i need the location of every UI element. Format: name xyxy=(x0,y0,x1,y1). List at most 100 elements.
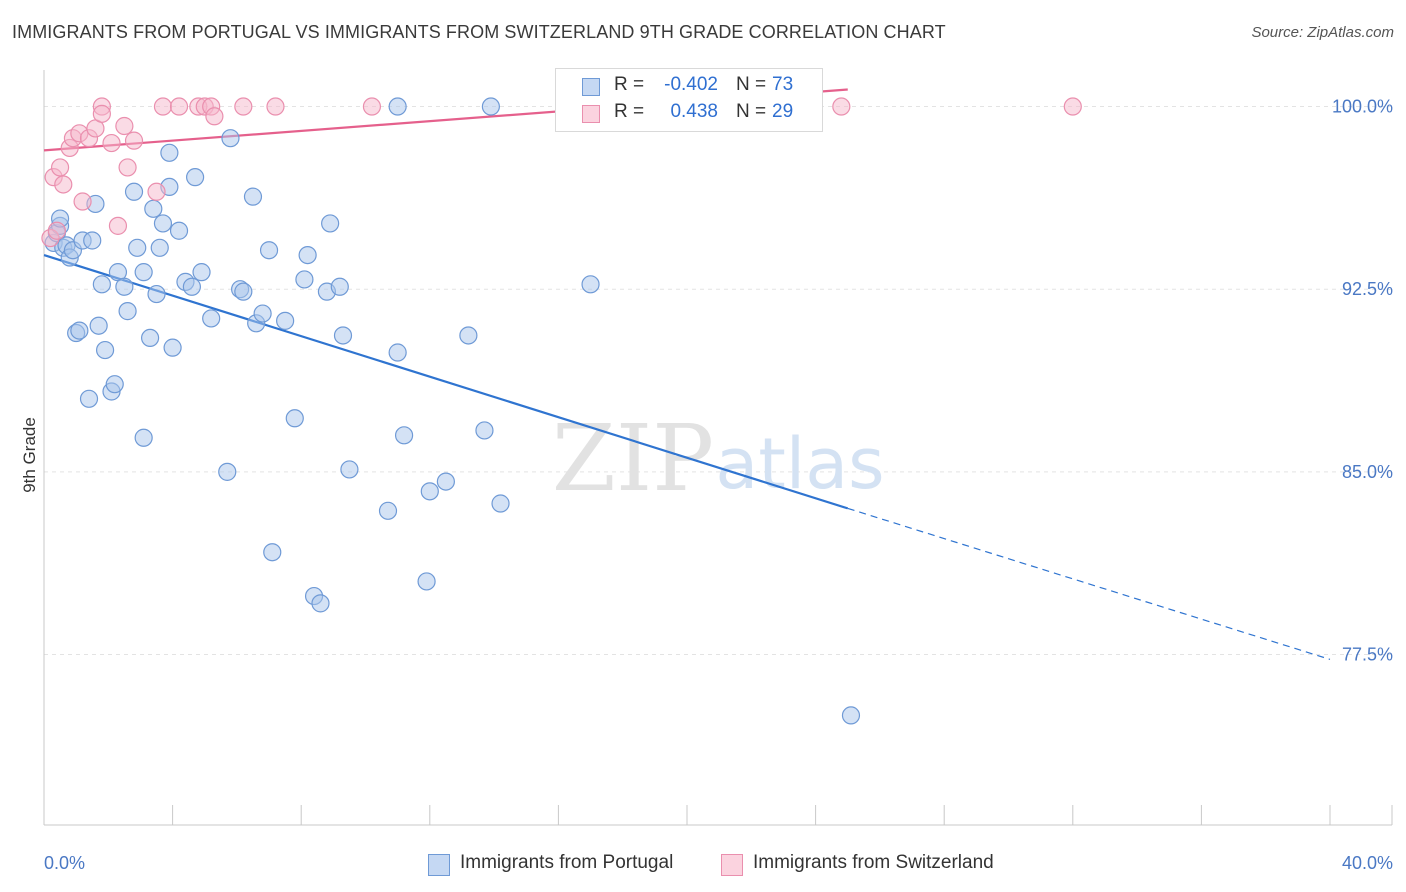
data-point-portugal xyxy=(340,460,359,479)
watermark: ZIP atlas xyxy=(552,405,885,512)
data-point-portugal xyxy=(388,343,407,362)
series-swatch-switzerland xyxy=(721,854,743,876)
data-point-portugal xyxy=(259,241,279,260)
legend-r-value: 0.438 xyxy=(670,101,718,122)
data-point-portugal xyxy=(115,277,134,296)
data-point-portugal xyxy=(491,494,510,513)
data-point-portugal xyxy=(234,282,253,301)
y-tick-label: 92.5% xyxy=(1342,279,1393,299)
data-point-portugal xyxy=(83,231,102,250)
data-point-portugal xyxy=(218,462,237,481)
data-point-portugal xyxy=(134,263,153,282)
data-point-portugal xyxy=(253,304,272,323)
data-point-portugal xyxy=(221,129,240,148)
data-point-switzerland xyxy=(102,133,121,153)
data-point-switzerland xyxy=(92,104,111,123)
trend-lines xyxy=(43,88,1331,660)
chart-title: IMMIGRANTS FROM PORTUGAL VS IMMIGRANTS F… xyxy=(12,22,946,42)
series-label-portugal: Immigrants from Portugal xyxy=(460,852,674,873)
x-tick-label: 0.0% xyxy=(44,853,85,873)
data-point-portugal xyxy=(124,182,144,201)
data-points xyxy=(41,97,1082,725)
series-swatch-portugal xyxy=(428,854,450,876)
data-point-portugal xyxy=(378,501,398,520)
data-point-switzerland xyxy=(205,107,224,126)
data-point-portugal xyxy=(79,389,99,408)
data-point-portugal xyxy=(481,97,500,116)
data-point-portugal xyxy=(394,426,414,445)
data-point-switzerland xyxy=(73,192,92,211)
source-credit: Source: ZipAtlas.com xyxy=(1251,24,1394,41)
data-point-switzerland xyxy=(169,97,189,116)
legend-n-value: 29 xyxy=(772,101,794,122)
data-point-switzerland xyxy=(362,97,382,116)
data-point-switzerland xyxy=(266,97,285,116)
trend-extension-portugal xyxy=(847,507,1331,660)
data-point-portugal xyxy=(192,263,211,282)
data-point-portugal xyxy=(459,326,478,345)
data-point-portugal xyxy=(298,245,317,265)
data-point-switzerland xyxy=(234,97,253,116)
y-tick-label: 100.0% xyxy=(1332,97,1393,117)
data-point-switzerland xyxy=(153,97,173,116)
legend-swatch-portugal xyxy=(582,78,600,96)
data-point-switzerland xyxy=(832,97,851,116)
data-point-switzerland xyxy=(50,158,70,177)
data-point-portugal xyxy=(436,472,455,491)
data-point-switzerland xyxy=(47,221,66,240)
data-point-portugal xyxy=(388,97,407,116)
data-point-portugal xyxy=(182,277,201,296)
data-point-portugal xyxy=(186,168,205,187)
data-point-portugal xyxy=(417,572,436,591)
data-point-switzerland xyxy=(124,131,144,150)
data-point-portugal xyxy=(150,238,169,257)
data-point-portugal xyxy=(263,543,282,562)
data-point-portugal xyxy=(333,326,353,345)
data-point-portugal xyxy=(147,284,166,304)
legend-row-portugal: R = -0.402 N = 73 xyxy=(556,74,822,100)
data-point-portugal xyxy=(128,238,147,257)
data-point-portugal xyxy=(475,421,494,440)
data-point-portugal xyxy=(153,214,173,233)
legend-row-switzerland: R = 0.438 N = 29 xyxy=(556,101,822,127)
data-point-portugal xyxy=(330,277,349,296)
legend-n-label: N = xyxy=(736,101,767,122)
data-point-portugal xyxy=(163,338,182,357)
data-point-switzerland xyxy=(108,216,128,235)
data-point-portugal xyxy=(276,311,295,330)
legend-r-value: -0.402 xyxy=(664,74,718,95)
data-point-portugal xyxy=(134,428,153,447)
trend-line-portugal xyxy=(43,254,849,510)
data-point-switzerland xyxy=(1063,97,1082,116)
data-point-portugal xyxy=(420,482,439,501)
data-point-portugal xyxy=(160,143,179,162)
data-point-portugal xyxy=(92,275,111,294)
axes xyxy=(43,70,1393,826)
grid-lines xyxy=(44,106,1392,656)
data-point-portugal xyxy=(321,214,340,233)
data-point-portugal xyxy=(89,316,108,335)
correlation-legend: R = -0.402 N = 73 R = 0.438 N = 29 xyxy=(555,68,823,132)
data-point-portugal xyxy=(841,706,861,725)
data-point-switzerland xyxy=(147,182,166,201)
data-point-portugal xyxy=(295,270,314,289)
data-point-switzerland xyxy=(115,116,134,136)
data-point-portugal xyxy=(95,340,115,360)
legend-r-label: R = xyxy=(614,74,645,95)
y-axis-label: 9th Grade xyxy=(20,417,39,493)
tick-labels: 100.0% 92.5% 85.0% 77.5% 0.0% 40.0% xyxy=(44,97,1393,873)
legend-n-value: 73 xyxy=(772,74,794,95)
series-label-switzerland: Immigrants from Switzerland xyxy=(753,852,994,873)
data-point-portugal xyxy=(140,328,160,348)
data-point-portugal xyxy=(169,221,189,240)
data-point-portugal xyxy=(144,199,163,218)
watermark-atlas: atlas xyxy=(715,423,884,505)
data-point-portugal xyxy=(105,375,124,394)
data-point-portugal xyxy=(243,187,263,206)
data-point-portugal xyxy=(118,302,137,321)
legend-swatch-switzerland xyxy=(582,105,600,123)
legend-n-label: N = xyxy=(736,74,767,95)
data-point-switzerland xyxy=(118,158,137,177)
data-point-portugal xyxy=(70,321,89,340)
